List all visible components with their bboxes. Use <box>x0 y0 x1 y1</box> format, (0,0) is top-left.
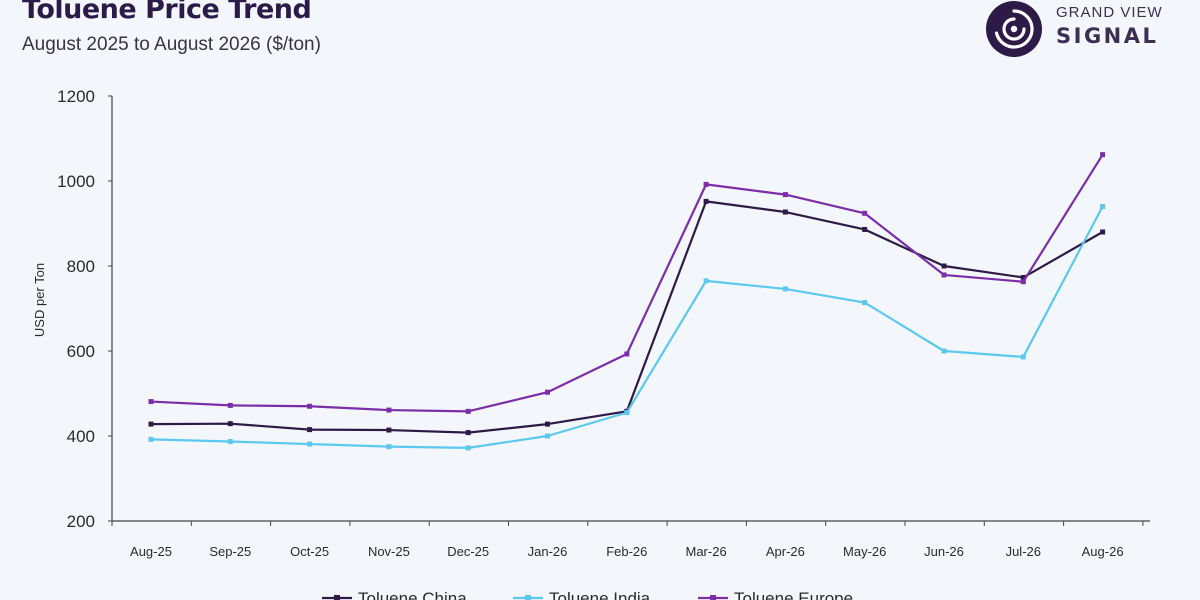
legend-swatch-marker <box>710 595 716 600</box>
chart-title: Toluene Price Trend <box>22 0 312 25</box>
data-point-series-1 <box>386 444 392 450</box>
x-tick-label: Jul-26 <box>1006 544 1041 559</box>
data-point-series-2 <box>624 351 630 357</box>
x-tick-label: Jun-26 <box>924 544 964 559</box>
x-tick-label: Nov-25 <box>368 544 410 559</box>
data-point-series-2 <box>307 403 313 409</box>
data-point-series-0 <box>1100 229 1106 235</box>
logo-text-line1: GRAND VIEW <box>1056 4 1163 21</box>
y-tick-label: 400 <box>67 427 95 446</box>
data-point-series-1 <box>862 300 868 306</box>
data-point-series-1 <box>148 436 154 442</box>
x-tick-label: Feb-26 <box>606 544 647 559</box>
data-point-series-2 <box>545 389 550 395</box>
data-point-series-0 <box>941 263 947 269</box>
data-point-series-2 <box>941 272 947 278</box>
data-point-series-2 <box>862 210 868 216</box>
legend-swatch-marker <box>525 595 531 600</box>
y-tick-label: 800 <box>67 257 95 276</box>
data-point-series-1 <box>307 441 313 447</box>
x-tick-label: Mar-26 <box>686 544 727 559</box>
data-point-series-0 <box>148 421 154 427</box>
x-tick-label: May-26 <box>843 544 886 559</box>
chart-subtitle: August 2025 to August 2026 ($/ton) <box>22 34 321 55</box>
logo-text-line2: SIGNAL <box>1056 24 1159 48</box>
data-point-series-2 <box>1020 279 1026 285</box>
brand-logo: GRAND VIEW SIGNAL <box>984 0 1184 58</box>
data-point-series-0 <box>782 209 788 215</box>
x-tick-label: Apr-26 <box>766 544 805 559</box>
data-point-series-2 <box>1100 152 1106 158</box>
data-point-series-2 <box>227 402 233 408</box>
x-tick-label: Aug-26 <box>1082 544 1124 559</box>
data-point-series-1 <box>1100 204 1106 209</box>
y-axis-label: USD per Ton <box>32 263 47 337</box>
legend-label: Toluene Europe <box>734 589 853 600</box>
series-line-0 <box>150 200 1104 434</box>
y-tick-label: 1200 <box>57 87 95 106</box>
y-tick-label: 600 <box>67 342 95 361</box>
y-tick-label: 200 <box>67 512 95 531</box>
legend-label: Toluene China <box>358 589 467 600</box>
data-point-series-0 <box>1020 274 1026 280</box>
data-point-series-2 <box>782 192 788 198</box>
series-line-2 <box>150 154 1104 413</box>
data-point-series-0 <box>227 421 233 427</box>
data-point-series-0 <box>465 430 471 436</box>
data-point-series-0 <box>545 421 550 427</box>
data-point-series-1 <box>1020 354 1026 360</box>
signal-swirl-icon <box>986 1 1042 57</box>
legend-label: Toluene India <box>549 589 651 600</box>
data-point-series-0 <box>703 198 709 204</box>
data-point-series-1 <box>545 433 550 439</box>
legend-swatch-marker <box>334 595 340 600</box>
data-point-series-1 <box>703 278 709 284</box>
x-tick-label: Jan-26 <box>528 544 568 559</box>
x-tick-label: Sep-25 <box>209 544 251 559</box>
data-point-series-1 <box>624 410 630 416</box>
data-point-series-1 <box>465 445 471 451</box>
data-point-series-1 <box>941 348 947 354</box>
data-point-series-1 <box>227 439 233 445</box>
data-point-series-0 <box>307 427 313 433</box>
data-point-series-0 <box>386 427 392 433</box>
data-point-series-1 <box>782 286 788 292</box>
x-tick-label: Aug-25 <box>130 544 172 559</box>
data-point-series-0 <box>862 226 868 232</box>
data-point-series-2 <box>465 408 471 414</box>
data-point-series-2 <box>703 181 709 187</box>
data-point-series-2 <box>148 399 154 405</box>
x-tick-label: Dec-25 <box>447 544 489 559</box>
data-point-series-2 <box>386 407 392 413</box>
x-tick-label: Oct-25 <box>290 544 329 559</box>
y-tick-label: 1000 <box>57 172 95 191</box>
